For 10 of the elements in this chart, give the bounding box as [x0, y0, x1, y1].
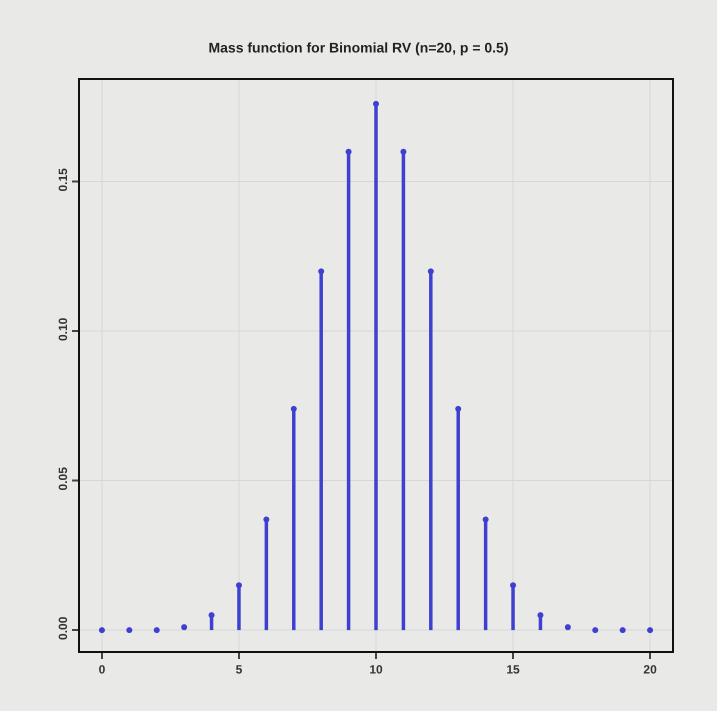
y-tick-label: 0.15	[56, 168, 70, 192]
x-tick-label: 15	[506, 662, 520, 676]
x-tick-label: 10	[369, 662, 383, 676]
chart-title: Mass function for Binomial RV (n=20, p = 0.5)	[208, 39, 509, 56]
y-tick-label: 0.00	[56, 616, 70, 640]
x-tick-label: 5	[236, 662, 243, 676]
x-tick-label: 20	[643, 662, 658, 676]
y-tick-label: 0.05	[56, 466, 70, 490]
x-tick-label: 0	[98, 662, 106, 676]
y-tick-label: 0.10	[56, 317, 70, 341]
